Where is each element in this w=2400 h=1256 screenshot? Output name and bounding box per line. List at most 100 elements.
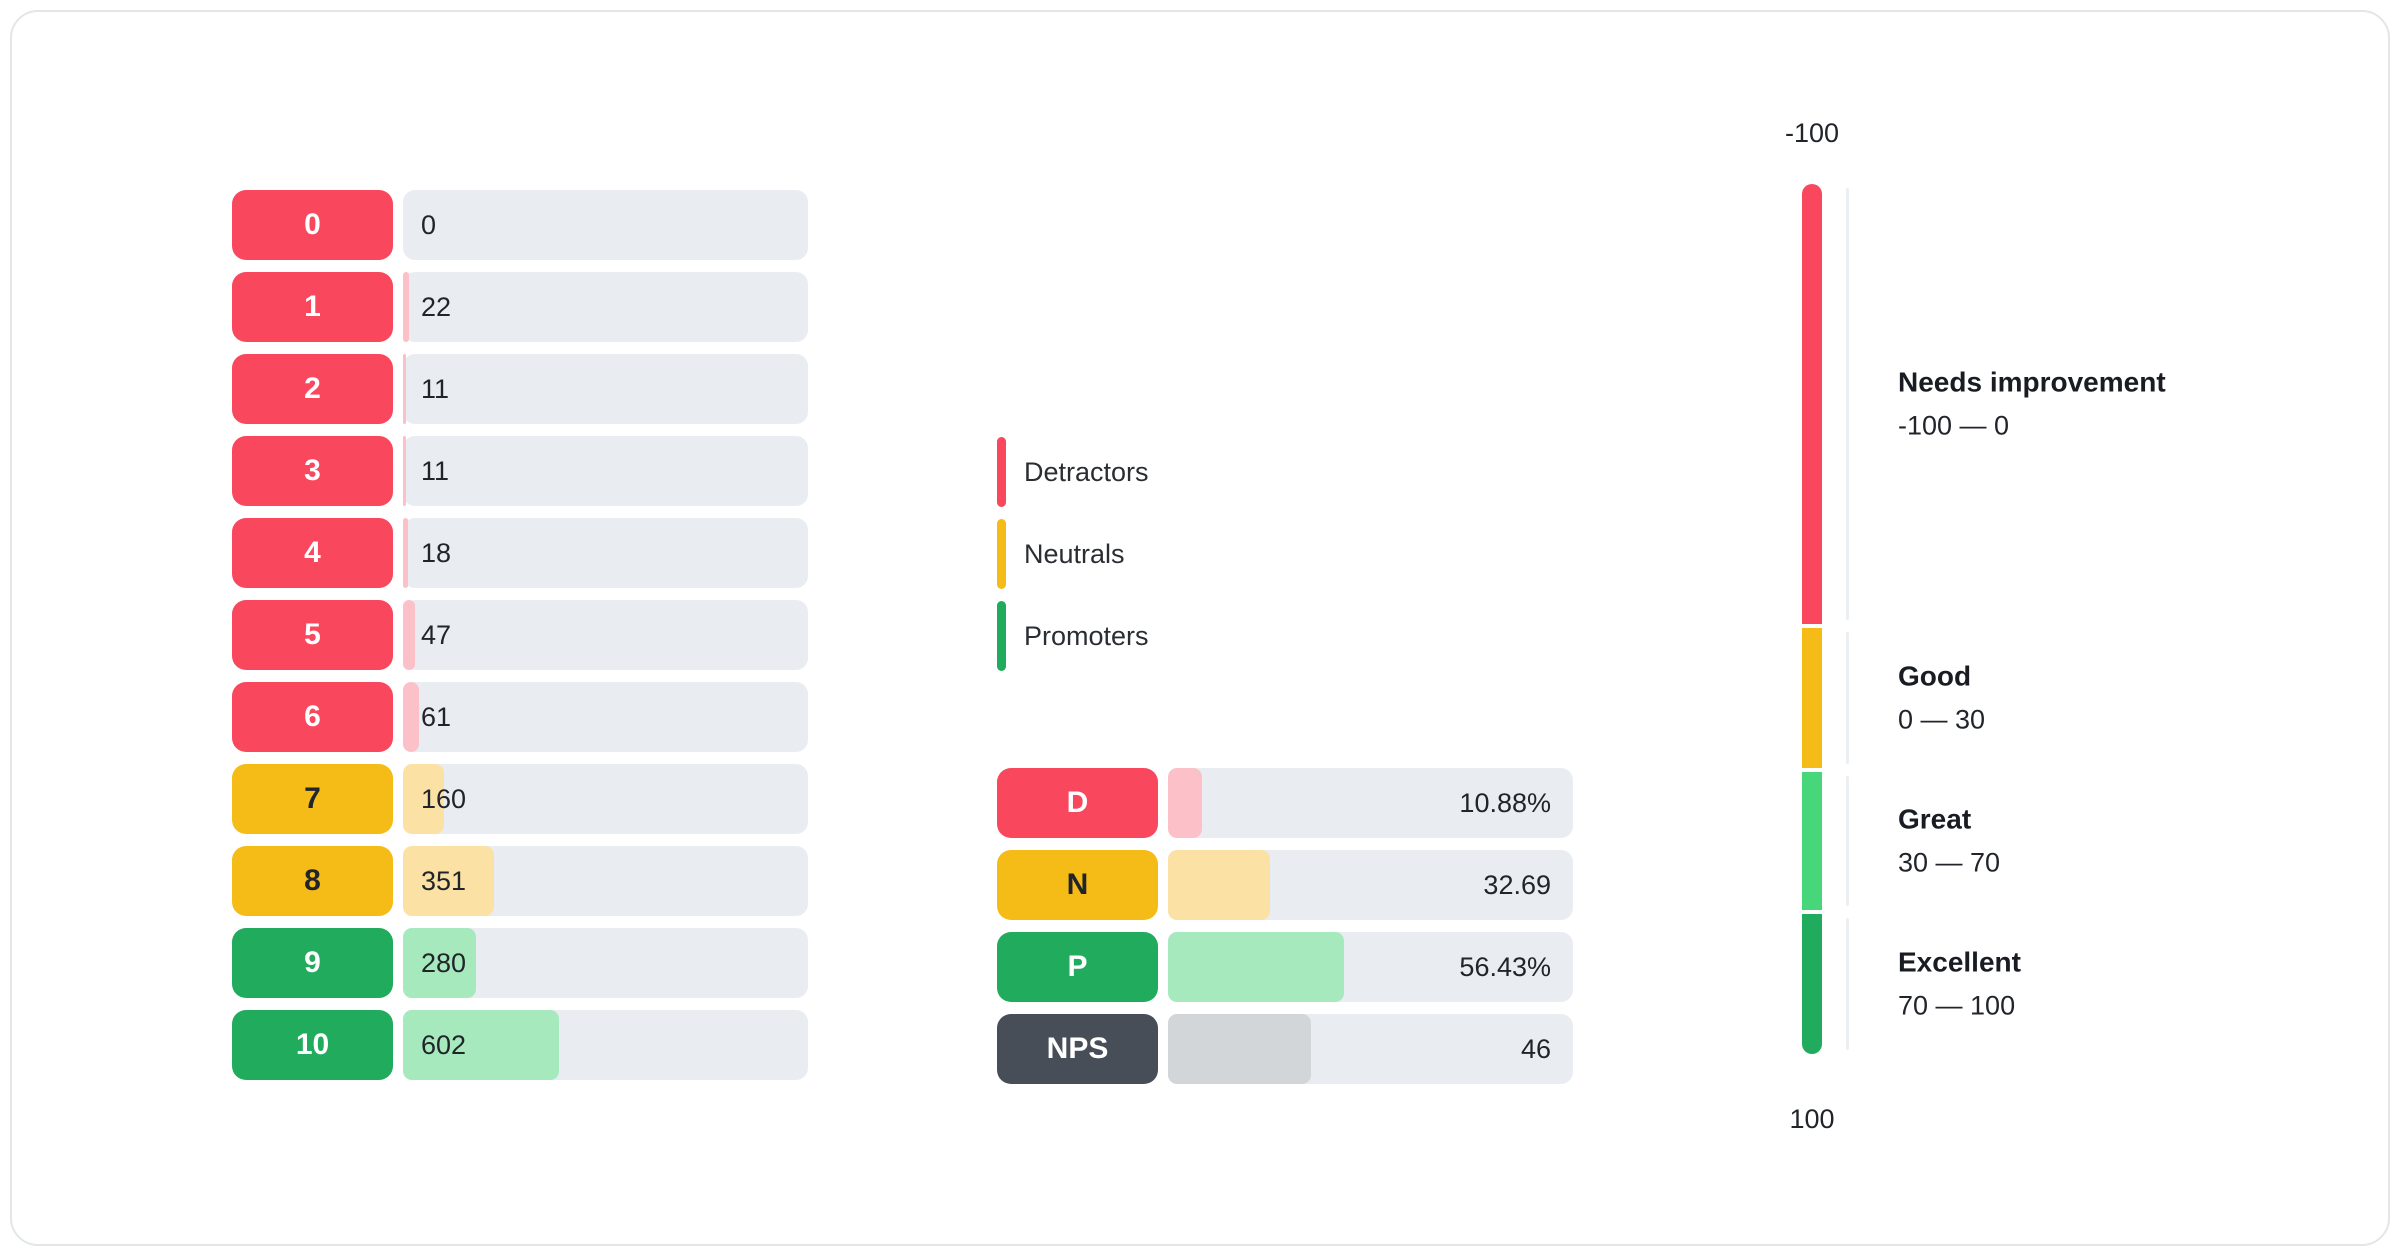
bar-fill xyxy=(403,682,419,752)
gauge-zone-title: Excellent xyxy=(1898,946,2021,978)
bar-track: 32.69 xyxy=(1168,850,1573,920)
bar-row: 0 0 xyxy=(232,190,808,260)
bar-badge: 4 xyxy=(232,518,393,588)
bar-fill xyxy=(403,846,494,916)
bar-value: 351 xyxy=(421,865,467,896)
bar-track: 11 xyxy=(403,354,808,424)
bar-track: 47 xyxy=(403,600,808,670)
gauge-max-positive-label: 100 xyxy=(1789,1104,1835,1134)
bar-value: 18 xyxy=(421,537,452,568)
bar-badge: 6 xyxy=(232,682,393,752)
legend-item: Detractors xyxy=(997,437,1149,507)
bar-track: 56.43% xyxy=(1168,932,1573,1002)
bar-row: 1 22 xyxy=(232,272,808,342)
bar-row: 6 61 xyxy=(232,682,808,752)
bar-fill xyxy=(403,600,416,670)
bar-track: 280 xyxy=(403,928,808,998)
bar-value: 32.69 xyxy=(1483,869,1551,900)
gauge-zone-segment xyxy=(1802,772,1822,910)
gauge-zone-title: Great xyxy=(1898,803,1972,835)
legend-label: Promoters xyxy=(1024,620,1149,651)
bar-row: 9 280 xyxy=(232,928,808,998)
legend-swatch-icon xyxy=(997,601,1006,671)
bar-badge: 3 xyxy=(232,436,393,506)
gauge-divider-segment xyxy=(1846,188,1849,620)
bar-row: 2 11 xyxy=(232,354,808,424)
gauge-divider-segment xyxy=(1846,776,1849,906)
bar-track: 22 xyxy=(403,272,808,342)
bar-row: 7 160 xyxy=(232,764,808,834)
bar-row: 3 11 xyxy=(232,436,808,506)
nps-summary-chart: D 10.88% N 32.69 P 56.43% NPS 46 xyxy=(997,768,1573,1084)
bar-fill xyxy=(1168,768,1203,838)
bar-fill xyxy=(403,354,406,424)
bar-value: 160 xyxy=(421,783,467,814)
bar-fill xyxy=(403,272,409,342)
bar-badge: 10 xyxy=(232,1010,393,1080)
gauge-zone-range: 0 — 30 xyxy=(1898,704,1986,735)
bar-badge: D xyxy=(997,768,1158,838)
bar-row: NPS 46 xyxy=(997,1014,1573,1084)
legend-swatch-icon xyxy=(997,437,1006,507)
bar-track: 61 xyxy=(403,682,808,752)
bar-row: 4 18 xyxy=(232,518,808,588)
bar-row: 5 47 xyxy=(232,600,808,670)
bar-fill xyxy=(1168,932,1344,1002)
bar-row: P 56.43% xyxy=(997,932,1573,1002)
gauge-zone-segment xyxy=(1802,184,1822,624)
bar-value: 56.43% xyxy=(1459,951,1551,982)
bar-badge: 5 xyxy=(232,600,393,670)
bar-badge: N xyxy=(997,850,1158,920)
bar-track: 0 xyxy=(403,190,808,260)
bar-fill xyxy=(1168,1014,1312,1084)
bar-badge: 9 xyxy=(232,928,393,998)
bar-row: 8 351 xyxy=(232,846,808,916)
bar-track: 351 xyxy=(403,846,808,916)
gauge-zone-segment xyxy=(1802,914,1822,1054)
gauge-bar xyxy=(1802,184,1822,1054)
gauge-zone-title: Needs improvement xyxy=(1898,366,2166,398)
bar-value: 11 xyxy=(421,373,450,404)
bar-track: 160 xyxy=(403,764,808,834)
bar-badge: 8 xyxy=(232,846,393,916)
gauge-divider-segment xyxy=(1846,632,1849,764)
bar-value: 0 xyxy=(421,209,437,240)
bar-track: 10.88% xyxy=(1168,768,1573,838)
bar-badge: P xyxy=(997,932,1158,1002)
chart-legend: Detractors Neutrals Promoters xyxy=(997,437,1149,671)
bar-badge: 7 xyxy=(232,764,393,834)
bar-fill xyxy=(403,518,408,588)
bar-fill xyxy=(403,1010,559,1080)
gauge-zone-segment xyxy=(1802,628,1822,768)
bar-value: 61 xyxy=(421,701,452,732)
gauge-divider-segment xyxy=(1846,918,1849,1050)
bar-track: 18 xyxy=(403,518,808,588)
legend-item: Neutrals xyxy=(997,519,1149,589)
bar-track: 46 xyxy=(1168,1014,1573,1084)
legend-label: Detractors xyxy=(1024,456,1149,487)
legend-item: Promoters xyxy=(997,601,1149,671)
gauge-max-negative-label: -100 xyxy=(1784,118,1840,148)
bar-row: D 10.88% xyxy=(997,768,1573,838)
bar-badge: 0 xyxy=(232,190,393,260)
bar-badge: NPS xyxy=(997,1014,1158,1084)
gauge-zone-label: Excellent 70 — 100 xyxy=(1898,947,2021,1022)
bar-value: 46 xyxy=(1520,1033,1551,1064)
gauge-zone-range: -100 — 0 xyxy=(1898,410,2010,441)
bar-row: N 32.69 xyxy=(997,850,1573,920)
gauge-zone-label: Good 0 — 30 xyxy=(1898,661,1985,736)
bar-track: 602 xyxy=(403,1010,808,1080)
bar-row: 10 602 xyxy=(232,1010,808,1080)
gauge-zone-range: 70 — 100 xyxy=(1898,990,2016,1021)
bar-fill xyxy=(1168,850,1271,920)
bar-fill xyxy=(403,436,406,506)
gauge-zone-label: Needs improvement -100 — 0 xyxy=(1898,367,2166,442)
nps-gauge: -100 Needs improvement -100 — 0 Good 0 —… xyxy=(1770,110,2330,1170)
bar-value: 11 xyxy=(421,455,450,486)
bar-value: 22 xyxy=(421,291,452,322)
bar-value: 280 xyxy=(421,947,467,978)
bar-value: 10.88% xyxy=(1459,787,1551,818)
gauge-zone-title: Good xyxy=(1898,660,1972,692)
score-distribution-chart: 0 0 1 22 2 11 3 11 4 18 5 47 xyxy=(232,190,808,1080)
